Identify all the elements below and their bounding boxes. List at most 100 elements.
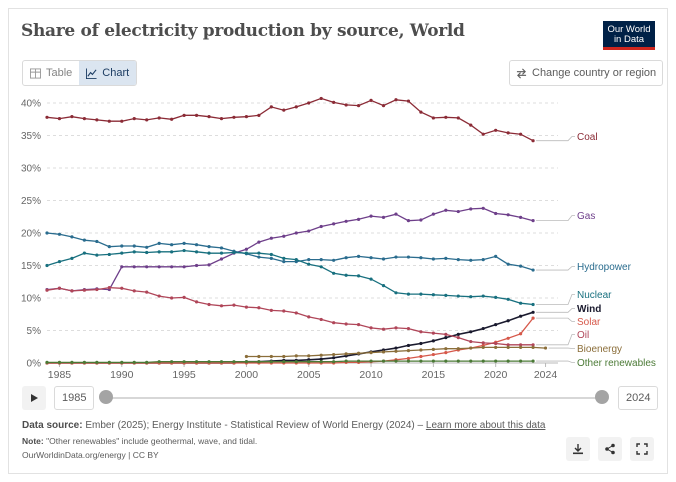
owid-logo[interactable]: Our World in Data <box>603 21 655 50</box>
data-point-solar[interactable] <box>506 336 510 340</box>
data-point-gas[interactable] <box>120 265 124 269</box>
data-point-gas[interactable] <box>494 211 498 216</box>
data-point-nuclear[interactable] <box>107 252 111 257</box>
data-point-bioenergy[interactable] <box>319 353 323 357</box>
data-point-hydropower[interactable] <box>182 241 186 245</box>
data-point-nuclear[interactable] <box>406 292 411 296</box>
data-point-wind[interactable] <box>406 343 411 348</box>
data-point-nuclear[interactable] <box>70 256 74 260</box>
data-point-nuclear[interactable] <box>319 265 323 269</box>
data-point-oil[interactable] <box>170 296 174 300</box>
data-point-bioenergy[interactable] <box>332 352 336 357</box>
data-point-coal[interactable] <box>419 110 423 114</box>
data-point-bioenergy[interactable] <box>269 354 273 359</box>
data-point-solar[interactable] <box>519 332 523 336</box>
data-point-oil[interactable] <box>244 305 249 309</box>
data-point-gas[interactable] <box>145 265 149 269</box>
data-point-oil[interactable] <box>132 289 136 293</box>
data-point-coal[interactable] <box>45 115 49 119</box>
data-point-other-renewables[interactable] <box>444 359 448 363</box>
data-point-oil[interactable] <box>344 322 348 326</box>
data-point-hydropower[interactable] <box>394 255 398 259</box>
data-point-coal[interactable] <box>332 100 336 104</box>
data-point-other-renewables[interactable] <box>244 360 249 364</box>
data-point-hydropower[interactable] <box>381 257 386 261</box>
data-point-coal[interactable] <box>107 119 111 123</box>
data-point-nuclear[interactable] <box>332 271 336 275</box>
data-point-wind[interactable] <box>332 356 336 360</box>
data-point-other-renewables[interactable] <box>107 360 111 364</box>
data-point-other-renewables[interactable] <box>369 359 373 363</box>
learn-more-link[interactable]: Learn more about this data <box>425 420 546 431</box>
data-point-other-renewables[interactable] <box>95 360 99 364</box>
data-point-bioenergy[interactable] <box>394 349 398 353</box>
data-point-oil[interactable] <box>481 341 485 345</box>
data-point-bioenergy[interactable] <box>469 346 473 350</box>
data-point-bioenergy[interactable] <box>369 351 373 355</box>
data-point-nuclear[interactable] <box>207 251 211 255</box>
data-point-oil[interactable] <box>282 309 286 313</box>
data-point-other-renewables[interactable] <box>394 359 398 363</box>
data-point-other-renewables[interactable] <box>132 360 136 364</box>
data-point-nuclear[interactable] <box>95 253 99 257</box>
data-point-oil[interactable] <box>45 288 49 292</box>
data-point-nuclear[interactable] <box>307 262 311 266</box>
data-point-hydropower[interactable] <box>120 244 124 248</box>
data-point-oil[interactable] <box>419 330 423 334</box>
data-point-oil[interactable] <box>120 286 124 290</box>
data-point-nuclear[interactable] <box>419 292 423 296</box>
data-point-coal[interactable] <box>369 98 373 102</box>
data-point-coal[interactable] <box>356 104 361 108</box>
data-point-other-renewables[interactable] <box>257 360 261 364</box>
data-point-nuclear[interactable] <box>469 295 473 299</box>
data-point-nuclear[interactable] <box>132 250 136 254</box>
data-point-oil[interactable] <box>381 327 386 331</box>
series-line-other-renewables[interactable] <box>47 360 534 364</box>
data-point-other-renewables[interactable] <box>356 359 361 363</box>
data-point-hydropower[interactable] <box>431 257 435 261</box>
data-point-wind[interactable] <box>481 326 485 331</box>
data-point-nuclear[interactable] <box>219 251 224 255</box>
data-point-other-renewables[interactable] <box>269 360 273 364</box>
data-point-hydropower[interactable] <box>194 243 199 247</box>
data-point-other-renewables[interactable] <box>531 359 535 363</box>
data-point-solar[interactable] <box>444 351 448 355</box>
data-point-gas[interactable] <box>456 209 460 214</box>
data-point-other-renewables[interactable] <box>120 360 124 364</box>
data-point-wind[interactable] <box>494 323 498 327</box>
data-point-hydropower[interactable] <box>307 258 311 262</box>
series-label-nuclear[interactable]: Nuclear <box>577 290 612 301</box>
data-point-coal[interactable] <box>406 99 411 103</box>
data-point-bioenergy[interactable] <box>543 346 548 350</box>
data-point-nuclear[interactable] <box>82 251 86 255</box>
series-label-other-renewables[interactable]: Other renewables <box>577 358 656 369</box>
data-point-bioenergy[interactable] <box>406 349 411 353</box>
data-point-hydropower[interactable] <box>70 235 74 239</box>
data-point-solar[interactable] <box>406 356 411 361</box>
data-point-oil[interactable] <box>219 304 224 308</box>
data-point-coal[interactable] <box>157 116 161 120</box>
data-point-hydropower[interactable] <box>356 254 361 258</box>
data-point-gas[interactable] <box>469 207 473 211</box>
data-point-other-renewables[interactable] <box>332 360 336 364</box>
data-point-other-renewables[interactable] <box>170 360 174 364</box>
data-point-gas[interactable] <box>344 219 348 223</box>
data-point-hydropower[interactable] <box>107 245 111 249</box>
data-point-coal[interactable] <box>244 115 249 119</box>
data-point-other-renewables[interactable] <box>469 359 473 363</box>
data-point-hydropower[interactable] <box>45 231 49 235</box>
series-line-coal[interactable] <box>46 97 534 142</box>
data-point-hydropower[interactable] <box>332 258 336 262</box>
data-point-other-renewables[interactable] <box>45 360 49 364</box>
data-point-coal[interactable] <box>381 104 386 108</box>
data-point-coal[interactable] <box>469 123 473 127</box>
data-point-nuclear[interactable] <box>182 248 186 253</box>
data-point-hydropower[interactable] <box>207 245 211 249</box>
data-point-bioenergy[interactable] <box>356 351 361 355</box>
data-point-gas[interactable] <box>257 240 261 244</box>
data-point-bioenergy[interactable] <box>481 345 485 349</box>
data-point-hydropower[interactable] <box>219 246 224 250</box>
data-point-gas[interactable] <box>182 265 186 269</box>
data-point-wind[interactable] <box>469 330 473 334</box>
data-point-other-renewables[interactable] <box>145 360 149 364</box>
